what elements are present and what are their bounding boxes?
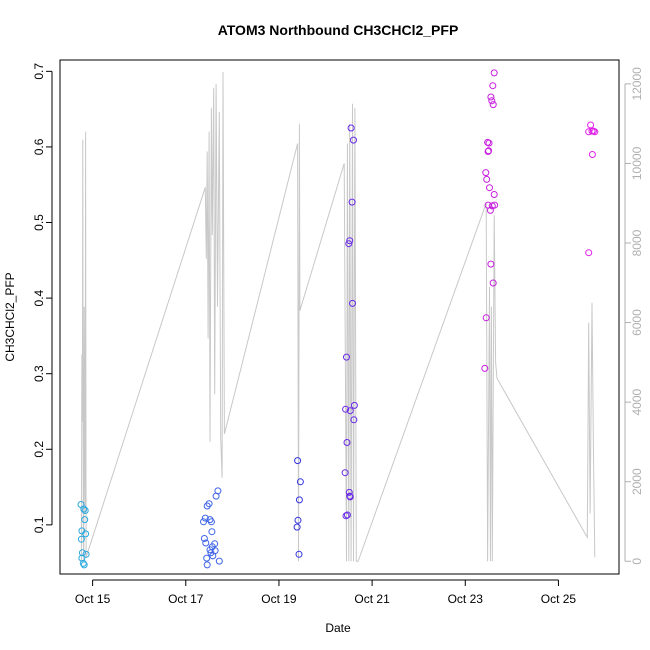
data-point [203, 554, 211, 562]
data-point [82, 550, 90, 558]
scatter-series [77, 69, 599, 569]
data-point [488, 97, 496, 105]
data-point [294, 457, 302, 465]
right-y-tick-label: 2000 [630, 468, 644, 495]
right-y-tick-label: 6000 [630, 309, 644, 336]
data-point [211, 547, 219, 555]
y-axis: 0.1 0.2 0.3 0.4 0.5 0.6 0.7 [32, 63, 53, 533]
data-point [483, 175, 491, 183]
data-point [346, 237, 354, 245]
chart-title: ATOM3 Northbound CH3CHCl2_PFP [218, 22, 459, 38]
data-point [347, 124, 355, 132]
x-tick-label: Oct 19 [261, 592, 297, 606]
data-point [77, 535, 85, 543]
x-tick-label: Oct 23 [448, 592, 484, 606]
data-point [482, 314, 490, 322]
data-point [293, 523, 301, 531]
data-point [345, 240, 353, 248]
data-point [350, 136, 357, 144]
data-point [81, 516, 89, 524]
data-point [80, 561, 88, 569]
data-point [489, 101, 497, 109]
data-point [591, 128, 599, 136]
plot-frame [59, 59, 620, 575]
right-y-tick-label: 8000 [630, 229, 644, 256]
data-point [481, 364, 489, 372]
right-y-tick-label: 12000 [630, 67, 644, 101]
data-point [346, 493, 354, 501]
data-point [203, 502, 211, 510]
data-point [486, 206, 494, 214]
data-point [350, 401, 358, 409]
data-point [490, 191, 498, 198]
right-y-tick-label: 10000 [630, 146, 644, 180]
data-point [341, 469, 349, 477]
data-point [487, 260, 495, 268]
data-point [348, 198, 356, 206]
data-point [208, 528, 216, 536]
altitude-line [80, 71, 596, 562]
data-point [486, 184, 493, 192]
right-y-tick-label: 4000 [630, 388, 644, 415]
data-point [201, 514, 209, 522]
data-point [295, 550, 303, 558]
data-point [214, 487, 222, 495]
x-axis-label: Date [325, 621, 351, 635]
data-point [200, 535, 208, 542]
altitude-series [80, 71, 596, 562]
data-point [82, 530, 90, 538]
data-point [296, 478, 304, 486]
x-tick-label: Oct 15 [75, 592, 111, 606]
data-point [491, 201, 499, 209]
x-axis: Oct 15 Oct 17 Oct 19 Oct 21 Oct 23 Oct 25 [75, 579, 577, 606]
data-point [349, 299, 356, 307]
data-point [585, 249, 593, 257]
y-tick-label: 0.5 [32, 214, 46, 231]
y-tick-label: 0.7 [32, 63, 46, 80]
data-point [487, 93, 495, 101]
x-tick-label: Oct 25 [541, 592, 577, 606]
y-tick-label: 0.6 [32, 138, 46, 155]
data-point [342, 512, 350, 520]
data-point [343, 439, 351, 446]
data-point [350, 416, 358, 424]
x-tick-label: Oct 17 [168, 592, 204, 606]
data-point [345, 488, 353, 496]
data-point [343, 353, 350, 361]
data-point [202, 539, 210, 547]
data-point [588, 151, 596, 158]
data-point [587, 121, 595, 129]
data-point [215, 557, 223, 565]
right-y-tick-label: 0 [630, 558, 644, 565]
data-point [346, 407, 354, 415]
x-tick-label: Oct 21 [354, 592, 390, 606]
right-y-axis: 0 2000 4000 6000 8000 10000 12000 [624, 67, 644, 565]
y-tick-label: 0.2 [32, 441, 46, 458]
data-point [482, 169, 490, 177]
data-point [205, 500, 213, 508]
data-point [343, 511, 351, 519]
y-tick-label: 0.4 [32, 289, 46, 306]
data-point [81, 507, 89, 514]
y-tick-label: 0.3 [32, 365, 46, 382]
data-point [489, 279, 497, 287]
y-axis-label: CH3CHCl2_PFP [3, 272, 17, 361]
data-point [484, 148, 492, 155]
data-point [207, 518, 215, 526]
data-point [295, 496, 303, 504]
data-point [80, 505, 88, 513]
y-tick-label: 0.1 [32, 516, 46, 533]
data-point [489, 82, 497, 90]
data-point [211, 540, 219, 548]
data-point [200, 518, 207, 526]
data-point [485, 139, 493, 147]
data-point [203, 561, 211, 569]
data-point [79, 559, 87, 567]
data-point [294, 516, 302, 524]
data-point [490, 69, 498, 77]
data-point [342, 405, 350, 413]
data-point [78, 549, 86, 557]
